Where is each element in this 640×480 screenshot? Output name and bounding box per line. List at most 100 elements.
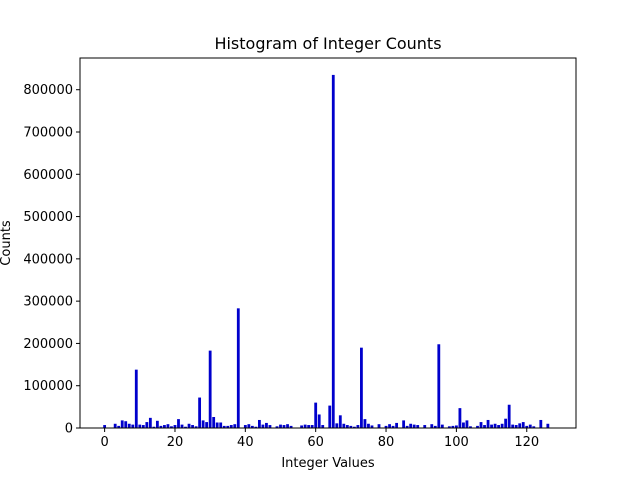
- bar-33: [219, 422, 223, 428]
- bar-group: [103, 74, 550, 428]
- bar-43: [254, 426, 258, 428]
- bar-56: [300, 425, 304, 428]
- plot-area: [80, 58, 576, 428]
- bar-12: [145, 422, 149, 428]
- bar-37: [233, 424, 237, 428]
- bar-67: [338, 415, 342, 428]
- bar-116: [511, 424, 515, 428]
- x-axis-ticks: 0 20 40 60 80 100 120: [100, 428, 539, 450]
- bar-80: [384, 425, 388, 428]
- bar-41: [247, 424, 251, 428]
- bar-3: [113, 423, 117, 428]
- bar-24: [187, 423, 191, 428]
- bar-120: [525, 425, 529, 428]
- y-tick-label: 700000: [23, 126, 73, 141]
- bar-0: [103, 425, 107, 428]
- bar-98: [447, 426, 451, 428]
- y-axis-label: Counts: [0, 220, 14, 266]
- bar-28: [201, 420, 205, 428]
- bar-5: [120, 420, 124, 428]
- bar-49: [275, 426, 279, 428]
- bar-68: [342, 423, 346, 428]
- bar-66: [335, 423, 339, 428]
- y-tick-label: 0: [65, 422, 73, 437]
- bar-45: [261, 424, 265, 428]
- bar-117: [514, 425, 518, 428]
- bar-31: [212, 417, 216, 428]
- bar-94: [433, 425, 437, 428]
- bar-19: [170, 426, 173, 428]
- bar-115: [507, 404, 511, 428]
- bar-112: [497, 425, 501, 428]
- y-tick-label: 800000: [23, 83, 73, 98]
- bar-88: [412, 424, 416, 428]
- bar-64: [328, 405, 332, 428]
- bar-44: [258, 419, 261, 428]
- y-tick-label: 200000: [23, 337, 73, 352]
- bar-73: [360, 347, 363, 428]
- bar-26: [194, 426, 198, 428]
- y-axis-ticks: 0 100000 200000 300000 400000 500000 600000 700…: [23, 83, 80, 437]
- bar-113: [500, 423, 504, 428]
- bar-9: [134, 369, 138, 428]
- y-tick-label: 500000: [23, 210, 73, 225]
- bar-50: [279, 424, 282, 428]
- x-tick-label: 100: [444, 435, 469, 450]
- bar-107: [479, 422, 483, 428]
- bar-62: [321, 425, 325, 428]
- bar-71: [352, 426, 356, 428]
- bar-34: [222, 425, 226, 428]
- bar-38: [236, 308, 240, 428]
- bar-111: [493, 423, 497, 428]
- bar-101: [458, 408, 462, 428]
- bar-6: [124, 421, 128, 428]
- bar-21: [177, 419, 180, 428]
- bar-72: [356, 425, 360, 428]
- bar-109: [486, 419, 490, 428]
- bar-18: [166, 424, 170, 428]
- bar-46: [265, 422, 268, 428]
- x-tick-label: 80: [378, 435, 395, 450]
- bar-40: [243, 425, 247, 428]
- chart-title: Histogram of Integer Counts: [214, 34, 441, 53]
- bar-36: [229, 425, 233, 428]
- y-tick-label: 100000: [23, 379, 73, 394]
- x-tick-label: 60: [307, 435, 324, 450]
- bar-96: [440, 424, 444, 428]
- bar-14: [152, 426, 156, 428]
- y-tick-label: 300000: [23, 295, 73, 310]
- bar-69: [345, 425, 349, 428]
- bar-119: [521, 422, 525, 428]
- axes-frame: [79, 57, 577, 429]
- bar-81: [388, 424, 391, 428]
- bar-91: [423, 425, 427, 428]
- bar-87: [409, 423, 413, 428]
- bar-86: [405, 425, 409, 428]
- bar-124: [539, 419, 543, 428]
- bar-8: [131, 424, 135, 428]
- bar-65: [331, 74, 335, 428]
- bar-61: [317, 414, 321, 428]
- bar-82: [391, 425, 395, 428]
- bar-70: [349, 425, 353, 428]
- bar-93: [430, 424, 434, 428]
- bar-58: [307, 425, 311, 428]
- bar-85: [402, 420, 406, 428]
- bar-10: [138, 424, 142, 428]
- bar-102: [462, 422, 465, 428]
- bar-29: [205, 422, 209, 428]
- bar-27: [198, 397, 202, 428]
- bar-4: [117, 425, 121, 428]
- bar-25: [191, 425, 194, 428]
- bar-20: [173, 425, 177, 428]
- bar-103: [465, 420, 469, 428]
- bar-122: [532, 426, 536, 428]
- bar-95: [437, 344, 441, 428]
- bar-126: [546, 423, 550, 428]
- x-tick-label: 120: [514, 435, 539, 450]
- bar-99: [451, 425, 455, 428]
- bar-110: [490, 424, 493, 428]
- bar-100: [454, 425, 458, 428]
- bar-78: [377, 424, 381, 428]
